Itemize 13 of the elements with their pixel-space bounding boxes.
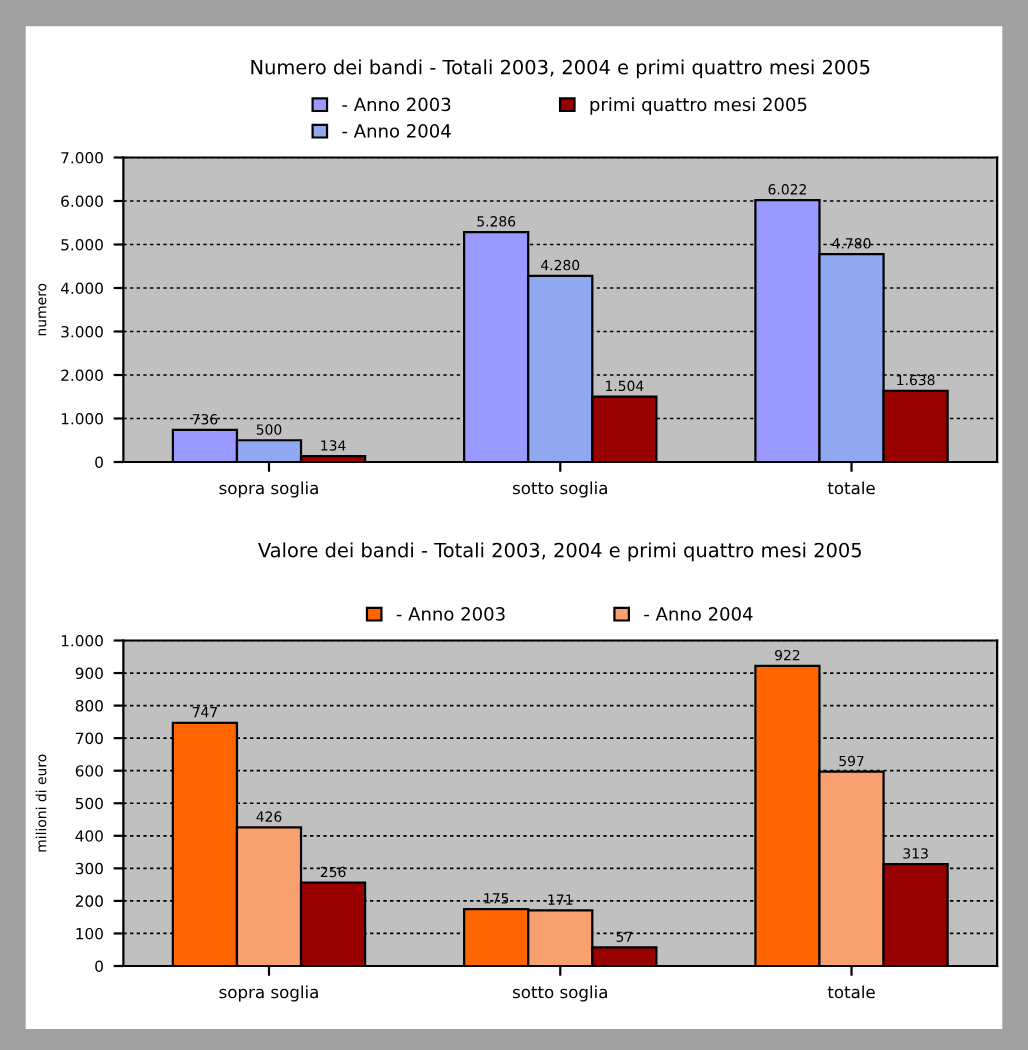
chart-title: Numero dei bandi - Totali 2003, 2004 e primi quattro mesi 2005 xyxy=(251,59,870,79)
x-tick-label: totale xyxy=(827,481,875,495)
x-tick-label: sopra soglia xyxy=(219,481,318,498)
x-tick-label: sotto soglia xyxy=(512,481,607,498)
x-tick-label: totale xyxy=(827,985,875,999)
x-tick-label: sotto soglia xyxy=(512,985,607,1002)
legend-label: - Anno 2003 xyxy=(342,97,451,112)
x-tick-label: sopra soglia xyxy=(219,985,318,1002)
legend-label: primi quattro mesi 2005 xyxy=(590,97,807,115)
legend-label: - Anno 2004 xyxy=(342,124,451,138)
chart-title: Valore dei bandi - Totali 2003, 2004 e primi quattro mesi 2005 xyxy=(258,542,861,562)
legend-label: - Anno 2003 xyxy=(396,607,505,621)
legend-label: - Anno 2004 xyxy=(644,607,753,621)
